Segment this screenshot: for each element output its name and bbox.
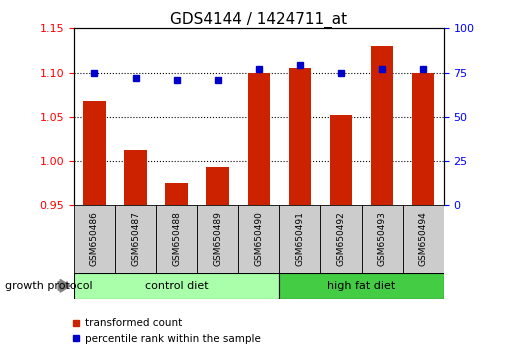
Text: GSM650490: GSM650490 bbox=[254, 211, 263, 267]
Bar bbox=[74, 273, 279, 299]
Title: GDS4144 / 1424711_at: GDS4144 / 1424711_at bbox=[170, 12, 347, 28]
Bar bbox=[156, 205, 197, 273]
Bar bbox=[370, 46, 392, 205]
Bar bbox=[320, 205, 361, 273]
Text: GSM650491: GSM650491 bbox=[295, 211, 304, 267]
Bar bbox=[279, 205, 320, 273]
Text: GSM650487: GSM650487 bbox=[131, 211, 140, 267]
Text: GSM650494: GSM650494 bbox=[418, 212, 427, 266]
Text: GSM650489: GSM650489 bbox=[213, 211, 222, 267]
Bar bbox=[247, 73, 270, 205]
Bar bbox=[124, 150, 147, 205]
Bar bbox=[329, 115, 352, 205]
Bar bbox=[279, 273, 443, 299]
Bar bbox=[238, 205, 279, 273]
Bar bbox=[206, 167, 229, 205]
Text: control diet: control diet bbox=[145, 281, 208, 291]
Bar bbox=[411, 73, 434, 205]
Bar bbox=[361, 205, 402, 273]
Bar bbox=[288, 68, 310, 205]
Bar bbox=[115, 205, 156, 273]
Text: GSM650492: GSM650492 bbox=[336, 212, 345, 266]
Bar bbox=[83, 101, 105, 205]
Bar bbox=[165, 183, 188, 205]
Bar bbox=[197, 205, 238, 273]
Text: high fat diet: high fat diet bbox=[327, 281, 395, 291]
Text: GSM650486: GSM650486 bbox=[90, 211, 99, 267]
Legend: transformed count, percentile rank within the sample: transformed count, percentile rank withi… bbox=[71, 319, 261, 344]
Text: GSM650488: GSM650488 bbox=[172, 211, 181, 267]
Bar bbox=[402, 205, 443, 273]
Text: growth protocol: growth protocol bbox=[5, 281, 93, 291]
FancyArrow shape bbox=[58, 280, 70, 292]
Text: GSM650493: GSM650493 bbox=[377, 211, 386, 267]
Bar bbox=[74, 205, 115, 273]
